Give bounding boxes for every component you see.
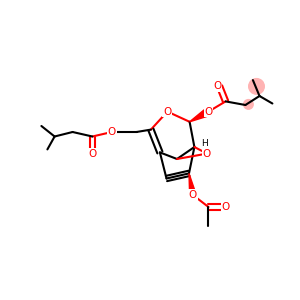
Circle shape bbox=[244, 100, 253, 109]
Circle shape bbox=[249, 79, 264, 94]
Text: O: O bbox=[221, 202, 230, 212]
Polygon shape bbox=[189, 173, 196, 196]
Text: O: O bbox=[88, 149, 97, 159]
Text: O: O bbox=[213, 81, 221, 92]
Text: O: O bbox=[203, 148, 211, 159]
Text: O: O bbox=[163, 106, 172, 117]
Text: O: O bbox=[108, 127, 116, 137]
Text: O: O bbox=[189, 190, 197, 200]
Text: O: O bbox=[204, 106, 213, 117]
Text: H: H bbox=[202, 140, 208, 148]
Polygon shape bbox=[190, 108, 211, 122]
